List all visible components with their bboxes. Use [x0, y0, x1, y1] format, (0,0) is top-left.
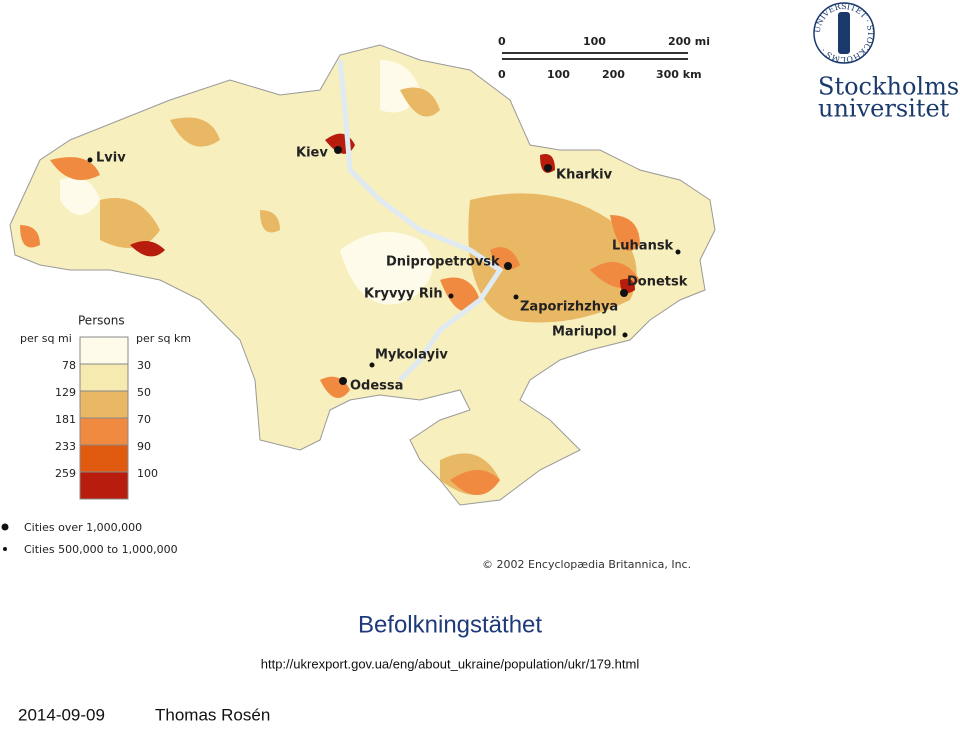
logo-line: universitet — [818, 95, 950, 123]
city-dot — [513, 294, 519, 300]
source-url: http://ukrexport.gov.ua/eng/about_ukrain… — [261, 656, 640, 671]
legend-symbol: Cities 500,000 to 1,000,000 — [24, 543, 178, 556]
city-label: Donetsk — [627, 275, 688, 290]
legend-value: 90 — [137, 440, 151, 453]
scale-label: 300 km — [656, 68, 702, 81]
legend-value: 129 — [55, 386, 76, 399]
scale-label: 200 — [602, 68, 625, 81]
date: 2014-09-09 — [18, 705, 105, 724]
author: Thomas Rosén — [155, 705, 270, 724]
city-dot — [504, 262, 512, 270]
city-label: Dnipropetrovsk — [386, 255, 500, 270]
city-dot — [448, 293, 454, 299]
city-label: Mariupol — [552, 325, 617, 340]
city-label: Kiev — [296, 146, 328, 161]
city-label: Odessa — [350, 379, 403, 394]
legend-value: 30 — [137, 359, 151, 372]
city-dot — [622, 332, 628, 338]
credit: © 2002 Encyclopædia Britannica, Inc. — [482, 558, 691, 571]
logo: UNIVERSITET · STOCKHOLMS · Stockholms un… — [813, 2, 959, 123]
legend-value: 50 — [137, 386, 151, 399]
legend-symbol: Cities over 1,000,000 — [24, 521, 142, 534]
legend-value: 233 — [55, 440, 76, 453]
city-label: Luhansk — [612, 239, 674, 254]
scale-label: 100 — [547, 68, 570, 81]
slide-title: Befolkningstäthet — [358, 611, 542, 638]
legend-value: 100 — [137, 467, 158, 480]
city-label: Kryvyy Rih — [364, 287, 443, 302]
city-label: Zaporizhzhya — [520, 300, 618, 315]
legend-value: 181 — [55, 413, 76, 426]
cities: Lviv Kiev Kharkiv Luhansk Donetsk Dnipro… — [87, 146, 688, 394]
city-dot — [620, 289, 628, 297]
city-label: Mykolayiv — [375, 348, 448, 363]
scale-label: 100 — [583, 35, 606, 48]
legend: Persons per sq mi per sq km 78 129 181 2… — [1, 314, 191, 556]
legend-value: 78 — [62, 359, 76, 372]
scale-label: 0 — [498, 35, 506, 48]
legend-value: 70 — [137, 413, 151, 426]
city-label: Lviv — [96, 151, 126, 166]
legend-title: Persons — [78, 314, 125, 328]
legend-header: per sq mi — [20, 332, 72, 345]
city-dot — [87, 157, 93, 163]
city-dot — [675, 249, 681, 255]
logo-line: Stockholms — [818, 73, 959, 101]
city-dot — [339, 377, 347, 385]
legend-header: per sq km — [136, 332, 191, 345]
scale-label: 200 mi — [668, 35, 710, 48]
city-dot — [369, 362, 375, 368]
scale-bar: 0 100 200 mi 0 100 200 300 km — [498, 35, 710, 81]
city-dot — [334, 146, 342, 154]
legend-value: 259 — [55, 467, 76, 480]
ukraine-map — [9, 44, 716, 506]
scale-label: 0 — [498, 68, 506, 81]
city-label: Kharkiv — [556, 168, 613, 183]
city-dot — [544, 164, 552, 172]
